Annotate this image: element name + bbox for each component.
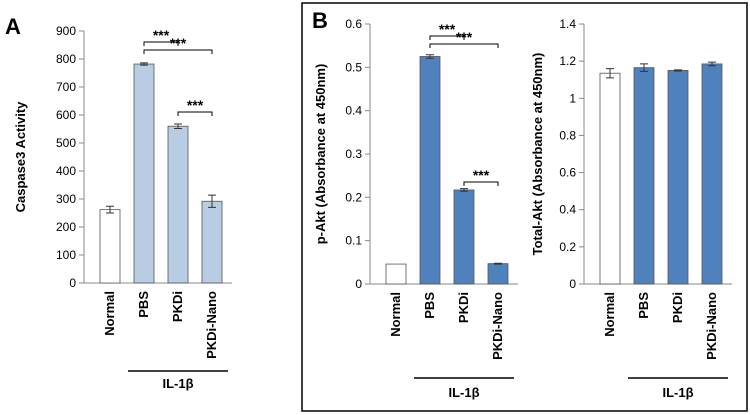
bar-normal [385, 263, 407, 285]
category-label: Normal [102, 291, 117, 336]
y-tick-label: 500 [56, 136, 76, 150]
significance-label: *** [153, 27, 170, 43]
bar-pkdi [667, 70, 689, 285]
significance-bracket [463, 181, 499, 186]
y-tick-label: 800 [56, 52, 76, 66]
category-labels: Normal PBS PKDi PKDi-Nano [388, 292, 505, 360]
y-tick-label: 1.2 [559, 54, 576, 68]
bar-pkdi-nano [701, 63, 723, 285]
y-tick-label: 200 [56, 220, 76, 234]
bars [599, 61, 723, 285]
bar-pbs [419, 56, 441, 285]
panel-b-border [301, 2, 748, 412]
bar-pkdi [167, 125, 189, 284]
significance-label: *** [473, 167, 490, 183]
y-tick-label: 100 [56, 248, 76, 262]
bar-pbs [633, 67, 655, 285]
category-label: PKDi-Nano [490, 292, 505, 360]
significance-label: *** [170, 35, 187, 51]
group-label: IL-1β [162, 376, 193, 391]
y-tick-label: 0.5 [345, 60, 362, 74]
y-axis-label: Total-Akt (Absorbance at 450nm) [530, 53, 545, 256]
y-axis-label: Caspase3 Activity [13, 101, 28, 213]
bar-pkdi-nano [487, 263, 509, 285]
bar-normal [599, 72, 621, 285]
bar-pbs [133, 63, 155, 284]
bar-pkdi-nano [201, 200, 223, 284]
error-bar [426, 54, 434, 59]
y-axis-ticks: 0 100 200 300 400 500 600 700 800 900 [56, 24, 232, 290]
category-label: PKDi [670, 292, 685, 323]
y-tick-label: 0.2 [345, 190, 362, 204]
error-bar [640, 63, 648, 72]
group-label: IL-1β [662, 385, 693, 400]
y-tick-label: 0 [69, 276, 76, 290]
category-label: Normal [602, 292, 617, 337]
y-tick-label: 600 [56, 108, 76, 122]
y-tick-label: 0.4 [559, 203, 576, 217]
category-label: PBS [136, 291, 151, 318]
significance-bracket [429, 35, 465, 40]
category-labels: Normal PBS PKDi PKDi-Nano [602, 292, 719, 360]
y-tick-label: 0.8 [559, 128, 576, 142]
panel-letter-b: B [312, 8, 328, 33]
category-label: PKDi-Nano [704, 292, 719, 360]
chart-b-pakt: B p-Akt (Absorbance at 450nm) 0 0.1 0.2 0.3… [312, 8, 518, 400]
bar-pkdi [453, 189, 475, 285]
y-tick-label: 0.4 [345, 104, 362, 118]
significance-label: *** [456, 29, 473, 45]
significance-label: *** [187, 97, 204, 113]
significance-bracket [429, 43, 499, 48]
y-tick-label: 900 [56, 24, 76, 38]
error-bar [208, 194, 216, 208]
category-label: Normal [388, 292, 403, 337]
y-tick-label: 400 [56, 164, 76, 178]
y-tick-label: 0.2 [559, 240, 576, 254]
significance-label: *** [439, 21, 456, 37]
error-bar [708, 61, 716, 67]
chart-b-total-akt: Total-Akt (Absorbance at 450nm) 00.20.40… [530, 17, 732, 400]
y-tick-label: 700 [56, 80, 76, 94]
y-tick-label: 0 [355, 277, 362, 291]
bars [385, 54, 509, 285]
group-label: IL-1β [448, 385, 479, 400]
significance-bracket [177, 111, 213, 116]
y-tick-label: 300 [56, 192, 76, 206]
bar-normal [99, 209, 121, 284]
y-axis-ticks: 0 0.1 0.2 0.3 0.4 0.5 0.6 [345, 17, 518, 291]
significance-bracket [143, 49, 213, 54]
category-labels: Normal PBS PKDi PKDi-Nano [102, 291, 219, 359]
category-label: PBS [636, 292, 651, 319]
significance-brackets: *** ****** [143, 27, 213, 116]
y-tick-label: 0.1 [345, 234, 362, 248]
chart-a: A Caspase3 Activity 0 100 200 300 400 500 600 7… [5, 14, 232, 391]
category-label: PKDi [456, 292, 471, 323]
error-bar [174, 123, 182, 129]
error-bar [460, 188, 468, 192]
y-tick-label: 0.3 [345, 147, 362, 161]
error-bar [140, 62, 148, 66]
category-label: PBS [422, 292, 437, 319]
error-bar [494, 262, 502, 265]
y-tick-label: 0.6 [559, 166, 576, 180]
error-bar [106, 205, 114, 214]
error-bar [606, 68, 614, 79]
category-label: PKDi [170, 291, 185, 322]
y-tick-label: 0.6 [345, 17, 362, 31]
y-axis-ticks: 0 0.2 0.4 0.6 0.8 1 1.2 1.4 [559, 17, 732, 291]
y-tick-label: 1 [569, 91, 576, 105]
significance-brackets: *** ****** [429, 21, 499, 186]
error-bar [674, 69, 682, 72]
significance-bracket [143, 41, 179, 46]
category-label: PKDi-Nano [204, 291, 219, 359]
bars [99, 62, 223, 284]
y-tick-label: 1.4 [559, 17, 576, 31]
panel-letter-a: A [5, 14, 21, 39]
y-axis-label: p-Akt (Absorbance at 450nm) [313, 64, 328, 245]
y-tick-label: 0 [569, 277, 576, 291]
